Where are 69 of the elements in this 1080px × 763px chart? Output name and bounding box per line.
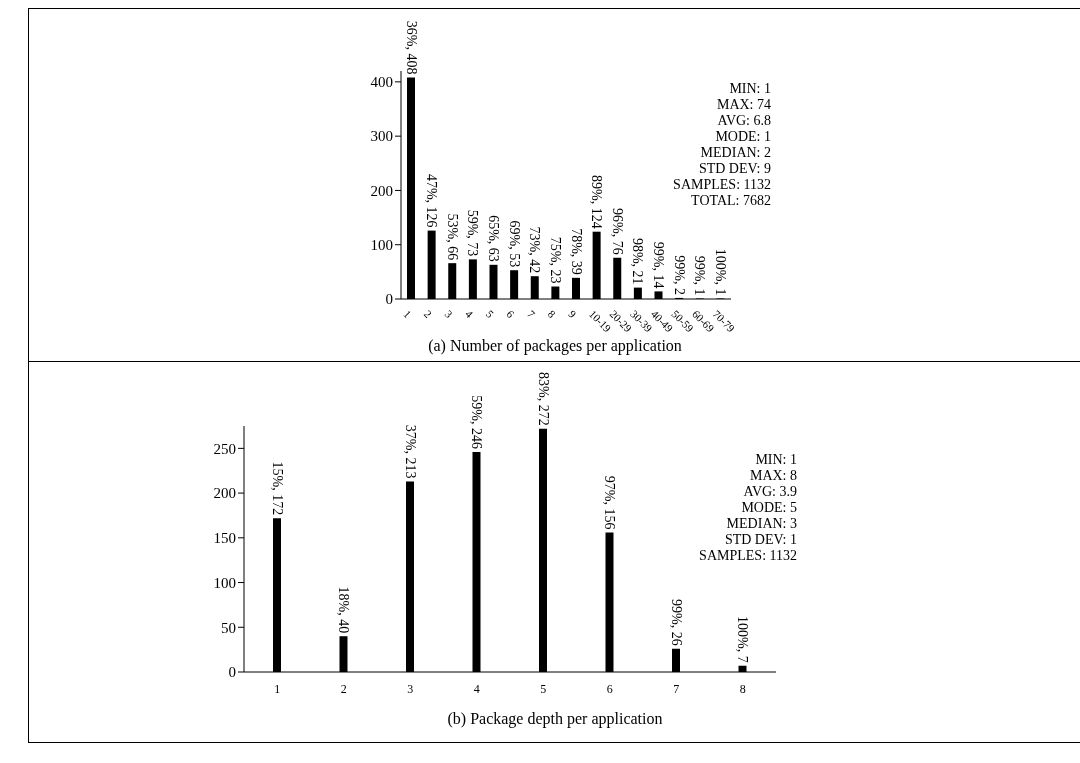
- y-tick-label: 100: [370, 237, 393, 254]
- y-tick-label: 400: [370, 74, 393, 91]
- text: (b) Package depth per application: [446, 710, 664, 728]
- data-label: 47%, 126: [424, 173, 440, 228]
- data-label: 69%, 53: [506, 220, 522, 268]
- data-label: 15%, 172: [269, 461, 285, 516]
- data-label: 97%, 156: [602, 475, 617, 530]
- annotation: MAX: 8: [748, 468, 797, 484]
- annotation: AVG: 6.8: [716, 113, 771, 129]
- x-tick-label: 2: [340, 681, 347, 696]
- data-label: 59%, 246: [469, 395, 484, 449]
- annotation: AVG: 3.9: [742, 484, 797, 500]
- y-tick-label: 0: [228, 664, 236, 681]
- x-tick-label: 7: [524, 307, 538, 321]
- x-tick-label: 3: [407, 681, 414, 696]
- data-label: 53%, 66: [444, 213, 460, 261]
- y-tick-label: 50: [221, 619, 236, 636]
- data-label: 100%, 7: [735, 616, 750, 663]
- data-label: 96%, 76: [609, 208, 625, 255]
- data-label: 99%, 2: [671, 255, 687, 295]
- data-label: 75%, 23: [547, 236, 563, 284]
- annotation: SAMPLES: 1132: [699, 548, 797, 564]
- x-tick-label: 1: [401, 307, 414, 320]
- data-label: 78%, 39: [568, 228, 584, 275]
- annotation: MIN: 1: [754, 452, 797, 468]
- data-label: 99%, 26: [668, 599, 684, 646]
- x-tick-label: 3: [442, 307, 456, 321]
- annotation: MODE: 1: [714, 129, 771, 145]
- annotation: STD DEV: 9: [697, 161, 771, 177]
- y-tick-label: 0: [385, 291, 393, 308]
- x-tick-label: 9: [566, 307, 579, 321]
- annotation: MEDIAN: 2: [699, 145, 771, 161]
- x-tick-label: 2: [421, 307, 435, 320]
- data-label: 99%, 14: [651, 241, 666, 289]
- y-tick-label: 300: [370, 128, 393, 145]
- x-tick-label: 5: [483, 307, 497, 321]
- x-tick-label: 6: [504, 307, 518, 321]
- y-tick-label: 150: [213, 530, 236, 547]
- x-tick-label: 5: [540, 681, 547, 696]
- data-label: 73%, 42: [527, 226, 543, 274]
- data-label: 83%, 272: [535, 372, 551, 426]
- x-tick-label: 6: [606, 681, 613, 696]
- text: (a) Number of packages per application: [427, 337, 683, 355]
- x-tick-label: 1: [274, 681, 281, 696]
- annotation: MIN: 1: [728, 81, 771, 97]
- data-label: 100%, 1: [712, 248, 728, 296]
- data-label: 99%, 1: [692, 255, 708, 296]
- y-tick-label: 250: [213, 440, 236, 457]
- x-tick-label: 4: [473, 681, 480, 696]
- annotation: MODE: 5: [740, 500, 797, 516]
- annotation: SAMPLES: 1132: [673, 177, 771, 193]
- y-tick-label: 100: [213, 574, 236, 591]
- annotation: STD DEV: 1: [723, 532, 797, 548]
- data-label: 36%, 408: [403, 20, 419, 75]
- data-label: 65%, 63: [486, 215, 501, 262]
- data-label: 18%, 40: [336, 586, 351, 634]
- x-tick-label: 7: [673, 681, 680, 696]
- x-tick-label: 8: [545, 307, 559, 321]
- y-tick-label: 200: [213, 485, 236, 502]
- data-label: 59%, 73: [465, 209, 481, 257]
- annotation: MAX: 74: [715, 97, 771, 113]
- annotation: TOTAL: 7682: [690, 193, 771, 209]
- annotation: MEDIAN: 3: [725, 516, 797, 532]
- x-tick-label: 8: [739, 681, 746, 696]
- y-tick-label: 200: [370, 182, 393, 199]
- data-label: 98%, 21: [630, 237, 646, 285]
- data-label: 89%, 124: [589, 175, 605, 229]
- data-label: 37%, 213: [402, 424, 418, 479]
- x-tick-label: 4: [463, 307, 476, 321]
